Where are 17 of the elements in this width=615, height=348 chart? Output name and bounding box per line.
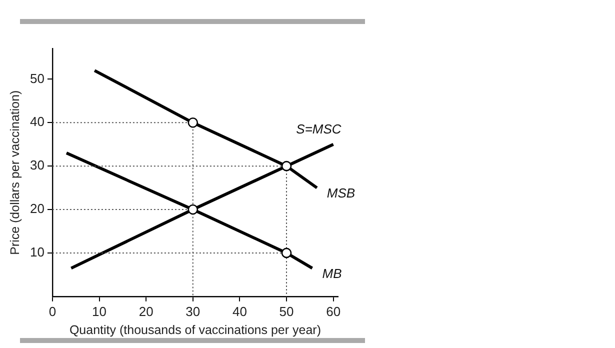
x-tick-label: 50 xyxy=(279,304,294,319)
series-label: MB xyxy=(322,266,342,281)
y-axis-title: Price (dollars per vaccination) xyxy=(8,90,22,255)
series-label: MSB xyxy=(326,185,356,200)
x-tick-label: 0 xyxy=(48,304,56,319)
x-tick-label: 20 xyxy=(138,304,154,319)
series-label: S=MSC xyxy=(296,121,342,136)
y-tick-label: 40 xyxy=(30,114,44,130)
y-tick-label: 10 xyxy=(30,244,44,260)
x-tick-label: 10 xyxy=(92,304,107,319)
x-tick-label: 40 xyxy=(232,304,247,319)
y-tick-label: 20 xyxy=(30,201,44,216)
y-tick-label: 50 xyxy=(30,70,44,86)
x-tick-label: 60 xyxy=(326,304,341,319)
x-axis-title: Quantity (thousands of vaccinations per year) xyxy=(69,322,321,337)
x-tick-label: 30 xyxy=(186,304,200,319)
y-tick-label: 30 xyxy=(30,158,44,173)
